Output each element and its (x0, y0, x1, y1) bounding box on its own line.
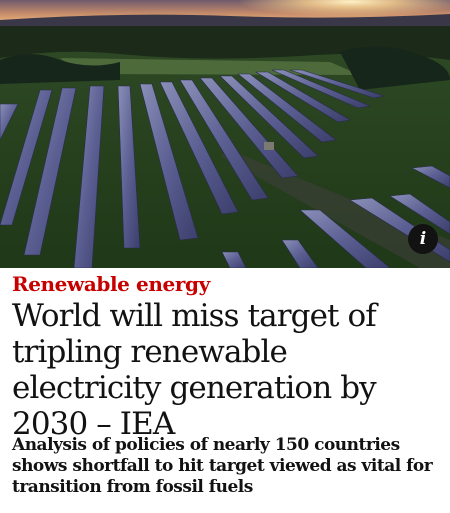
info-icon[interactable]: i (408, 224, 438, 254)
kicker-label[interactable]: Renewable energy (12, 272, 210, 296)
standfirst: Analysis of policies of nearly 150 count… (12, 435, 433, 497)
headline[interactable]: World will miss target of tripling renew… (12, 298, 377, 442)
hero-image: i (0, 0, 450, 268)
solar-farm-photo (0, 0, 450, 268)
info-glyph: i (419, 229, 427, 249)
